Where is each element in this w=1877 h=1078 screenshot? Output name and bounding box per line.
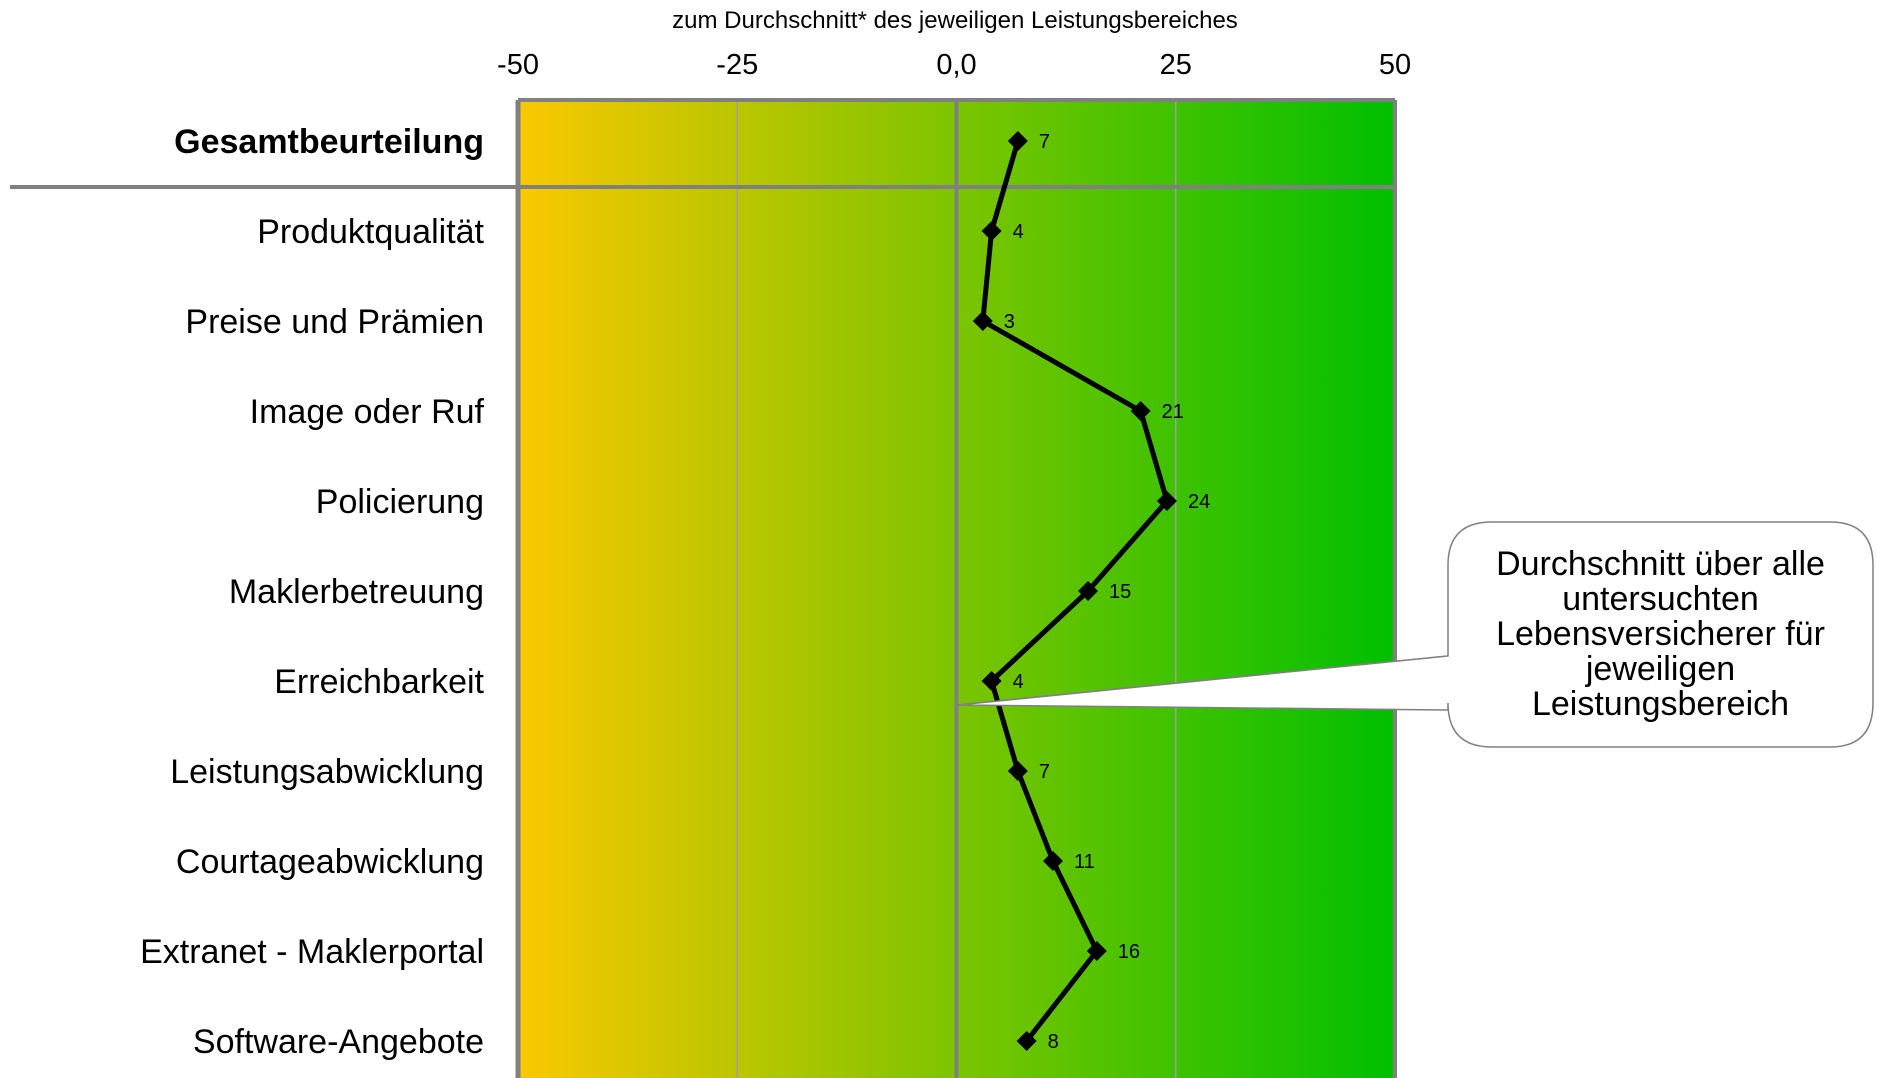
x-tick-label: 25: [1160, 49, 1192, 81]
category-label: Erreichbarkeit: [274, 663, 484, 701]
category-label: Software-Angebote: [193, 1023, 484, 1061]
data-label: 21: [1162, 401, 1184, 423]
x-tick-label: -25: [716, 49, 758, 81]
data-label: 24: [1188, 491, 1210, 513]
data-point: [981, 671, 1002, 691]
data-label: 8: [1048, 1031, 1059, 1053]
data-point: [1042, 851, 1063, 871]
data-point: [1007, 761, 1028, 781]
category-label: Extranet - Maklerportal: [140, 933, 484, 971]
category-label: Courtageabwicklung: [176, 843, 484, 881]
data-label: 15: [1109, 581, 1131, 603]
callout-text: Durchschnitt über alle untersuchten Lebe…: [1496, 544, 1825, 724]
category-label: Policierung: [316, 483, 484, 521]
data-point: [1156, 491, 1177, 511]
data-point: [972, 311, 993, 331]
data-point: [1016, 1031, 1037, 1051]
data-label: 4: [1013, 671, 1024, 693]
category-label: Produktqualität: [257, 213, 484, 251]
x-tick-label: 0,0: [936, 49, 976, 81]
data-label: 7: [1039, 131, 1050, 153]
callout-bubble: [957, 521, 1874, 748]
data-label: 11: [1074, 851, 1095, 873]
category-label: Image oder Ruf: [250, 393, 485, 431]
data-point: [981, 221, 1002, 241]
category-label: Maklerbetreuung: [229, 573, 484, 611]
data-label: 16: [1118, 941, 1140, 963]
x-tick-label: 50: [1379, 49, 1411, 81]
data-point: [1086, 941, 1107, 961]
x-tick-label: -50: [497, 49, 539, 81]
data-point: [1078, 581, 1099, 601]
category-label: Preise und Prämien: [185, 303, 484, 341]
data-label: 7: [1039, 761, 1050, 783]
data-label: 3: [1004, 311, 1015, 333]
chart-title: zum Durchschnitt* des jeweiligen Leistun…: [672, 7, 1238, 34]
data-point: [1130, 401, 1151, 421]
category-label: Gesamtbeurteilung: [174, 123, 484, 161]
category-label: Leistungsabwicklung: [170, 753, 484, 791]
data-label: 4: [1013, 221, 1024, 243]
data-point: [1007, 131, 1028, 151]
